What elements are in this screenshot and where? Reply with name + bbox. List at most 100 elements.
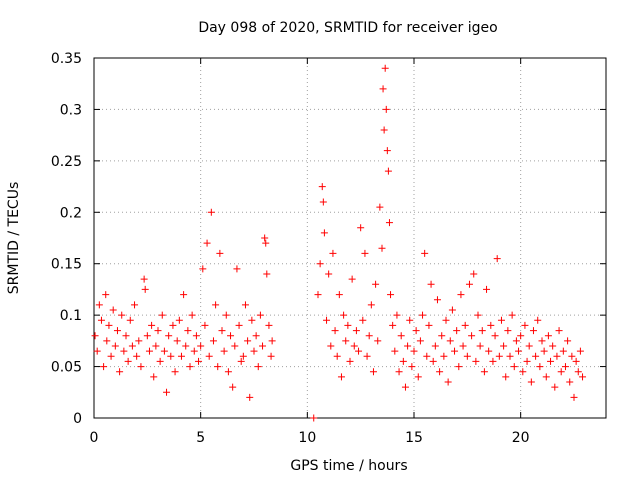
data-point xyxy=(459,342,467,350)
x-tick-label: 0 xyxy=(90,430,99,446)
data-point xyxy=(120,347,128,355)
y-tick-label: 0.1 xyxy=(60,308,82,324)
data-point xyxy=(510,363,518,371)
data-point xyxy=(220,347,228,355)
data-point xyxy=(327,342,335,350)
data-point xyxy=(201,321,209,329)
data-point xyxy=(184,327,192,335)
data-point xyxy=(538,337,546,345)
data-point xyxy=(186,363,194,371)
data-point xyxy=(145,347,153,355)
x-tick-label: 10 xyxy=(298,430,316,446)
data-point xyxy=(404,342,412,350)
data-point xyxy=(148,321,156,329)
data-point xyxy=(175,316,183,324)
data-point xyxy=(387,291,395,299)
data-point xyxy=(444,378,452,386)
y-tick-label: 0.3 xyxy=(60,102,82,118)
data-point xyxy=(485,347,493,355)
data-point xyxy=(380,126,388,134)
data-point xyxy=(474,311,482,319)
data-point xyxy=(314,291,322,299)
data-point xyxy=(316,260,324,268)
data-point xyxy=(143,332,151,340)
data-point xyxy=(489,357,497,365)
chart-title: Day 098 of 2020, SRMTID for receiver ige… xyxy=(198,20,497,36)
data-point xyxy=(379,85,387,93)
data-point xyxy=(401,383,409,391)
data-point xyxy=(203,239,211,247)
data-point xyxy=(414,373,422,381)
y-tick-label: 0.05 xyxy=(51,360,82,376)
data-point xyxy=(265,321,273,329)
data-point xyxy=(570,393,578,401)
data-point xyxy=(227,332,235,340)
data-point xyxy=(224,368,232,376)
data-point xyxy=(222,311,230,319)
data-point xyxy=(267,352,275,360)
data-point xyxy=(177,352,185,360)
data-point xyxy=(416,337,424,345)
data-point xyxy=(109,306,117,314)
data-point xyxy=(576,347,584,355)
data-point xyxy=(381,64,389,72)
data-point xyxy=(262,239,270,247)
data-point xyxy=(116,368,124,376)
data-point xyxy=(367,301,375,309)
data-point xyxy=(103,337,111,345)
data-point xyxy=(246,393,254,401)
data-point xyxy=(391,347,399,355)
data-point xyxy=(521,321,529,329)
data-points xyxy=(91,64,587,422)
data-point xyxy=(241,301,249,309)
data-point xyxy=(344,321,352,329)
data-point xyxy=(126,316,134,324)
data-point xyxy=(547,357,555,365)
data-point xyxy=(235,321,243,329)
data-point xyxy=(107,352,115,360)
data-point xyxy=(261,234,269,242)
data-point xyxy=(579,373,587,381)
data-point xyxy=(436,368,444,376)
data-point xyxy=(555,327,563,335)
data-point xyxy=(542,373,550,381)
data-point xyxy=(384,167,392,175)
data-point xyxy=(412,327,420,335)
data-point xyxy=(195,357,203,365)
data-point xyxy=(395,368,403,376)
data-point xyxy=(231,342,239,350)
data-point xyxy=(128,342,136,350)
data-point xyxy=(465,280,473,288)
data-point xyxy=(207,208,215,216)
data-point xyxy=(124,357,132,365)
data-point xyxy=(574,368,582,376)
data-point xyxy=(263,270,271,278)
data-point xyxy=(515,347,523,355)
data-point xyxy=(383,147,391,155)
data-point xyxy=(451,347,459,355)
data-point xyxy=(140,275,148,283)
data-point xyxy=(457,291,465,299)
data-point xyxy=(122,332,130,340)
data-point xyxy=(239,352,247,360)
data-point xyxy=(323,316,331,324)
x-axis-label: GPS time / hours xyxy=(290,458,407,474)
data-point xyxy=(252,332,260,340)
data-point xyxy=(365,332,373,340)
data-point xyxy=(361,249,369,257)
data-point xyxy=(331,327,339,335)
data-point xyxy=(553,352,561,360)
data-point xyxy=(463,352,471,360)
data-point xyxy=(340,311,348,319)
data-point xyxy=(397,332,405,340)
data-point xyxy=(419,311,427,319)
data-point xyxy=(335,291,343,299)
data-point xyxy=(333,352,341,360)
x-tick-label: 20 xyxy=(512,430,530,446)
data-point xyxy=(152,342,160,350)
data-point xyxy=(216,249,224,257)
data-point xyxy=(572,357,580,365)
data-point xyxy=(448,306,456,314)
data-point xyxy=(374,337,382,345)
